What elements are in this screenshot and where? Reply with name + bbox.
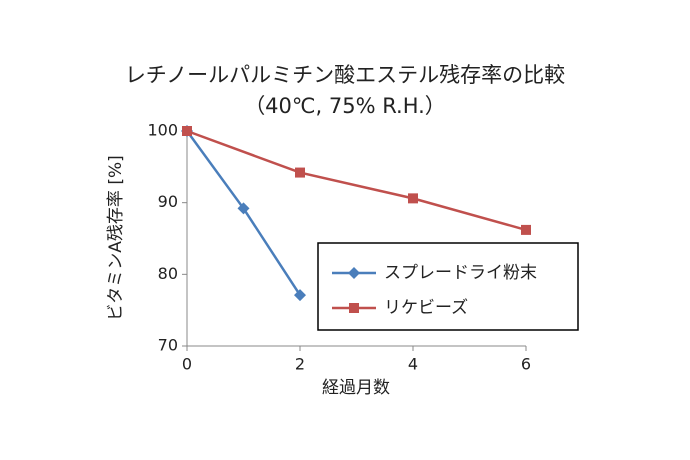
y-tick-label: 70 xyxy=(158,336,178,355)
x-tick-label: 0 xyxy=(182,355,192,374)
legend-box xyxy=(317,242,579,331)
marker xyxy=(408,193,418,204)
x-axis-label: 経過月数 xyxy=(322,378,390,398)
x-tick-label: 2 xyxy=(295,355,305,374)
y-tick-label: 80 xyxy=(158,264,178,283)
marker xyxy=(182,126,192,136)
x-tick-label: 6 xyxy=(521,355,531,374)
y-tick-label: 90 xyxy=(158,192,178,211)
legend-label: リケビーズ xyxy=(384,298,468,318)
marker xyxy=(295,167,305,178)
chart-title: レチノールパルミチン酸エステル残存率の比較 xyxy=(125,63,565,87)
y-tick-label: 100 xyxy=(147,121,178,140)
legend-marker xyxy=(349,303,359,313)
legend-marker xyxy=(348,267,360,279)
marker xyxy=(294,289,306,302)
legend-label: スプレードライ粉末 xyxy=(384,263,537,283)
series-line xyxy=(186,129,527,232)
y-axis-label: ビタミンA残存率 [%] xyxy=(106,155,126,320)
chart-subtitle: （40℃, 75% R.H.） xyxy=(244,94,446,118)
marker xyxy=(521,224,531,235)
marker xyxy=(237,202,250,215)
x-tick-label: 4 xyxy=(408,355,418,374)
